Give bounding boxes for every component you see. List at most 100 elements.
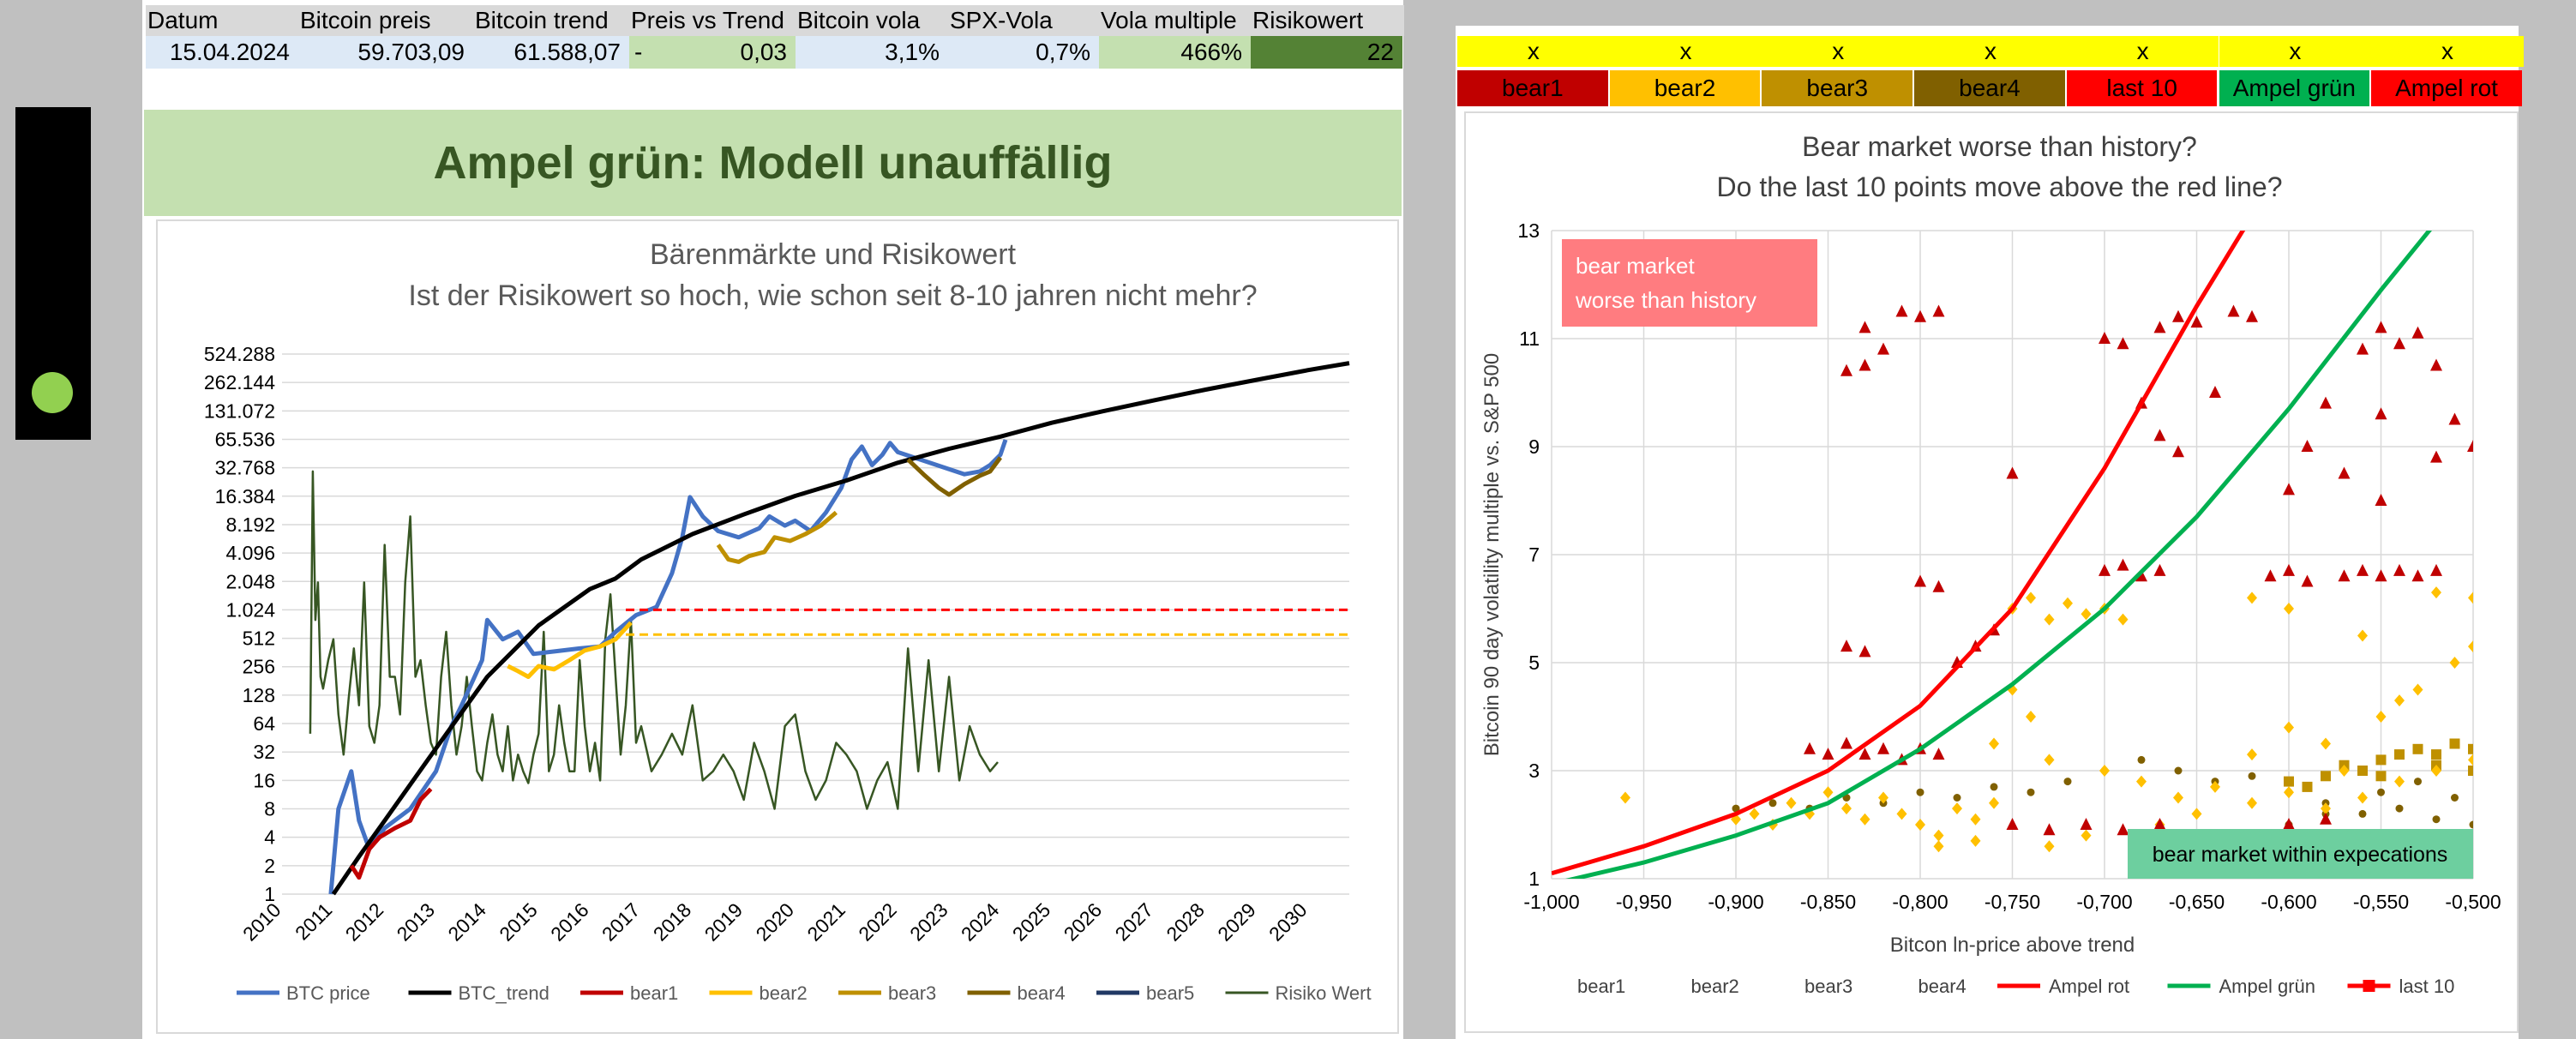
right-point-bear2	[2375, 711, 2387, 723]
header-col-2: Bitcoin trend	[473, 5, 631, 36]
right-point-bear1	[1877, 342, 1889, 355]
left-y-tick: 256	[243, 656, 275, 678]
right-x-tick: -0,900	[1708, 891, 1763, 913]
trend-dash: -	[634, 39, 643, 65]
left-x-tick: 2021	[802, 898, 850, 946]
left-x-tick: 2017	[597, 898, 645, 946]
header-value-1: 59.703,09	[298, 36, 473, 69]
right-point-bear3	[2321, 771, 2331, 782]
header-value-7: 22	[1251, 36, 1402, 69]
right-point-bear2	[2394, 694, 2405, 707]
right-point-bear2	[2412, 683, 2423, 696]
right-point-bear1	[2430, 450, 2442, 463]
left-x-tick: 2023	[905, 898, 952, 946]
selector-x-2[interactable]: x	[1762, 36, 1915, 67]
selector-x-4[interactable]: x	[2066, 36, 2219, 67]
right-point-bear3	[2468, 766, 2473, 776]
left-legend-label: bear2	[760, 982, 808, 1004]
left-chart-subtitle: Ist der Risikowert so hoch, wie schon se…	[408, 279, 1257, 312]
selector-category-2[interactable]: bear3	[1762, 70, 1913, 106]
right-point-bear1	[2375, 494, 2387, 506]
left-y-tick: 8	[264, 798, 275, 820]
left-x-tick: 2022	[854, 898, 901, 946]
left-y-tick: 2.048	[225, 570, 275, 592]
selector-x-6[interactable]: x	[2371, 36, 2524, 67]
right-line-ampel-gruen	[1564, 231, 2433, 879]
right-point-bear1	[2080, 818, 2093, 830]
header-col-4: Bitcoin vola	[796, 5, 950, 36]
right-point-bear4	[2469, 820, 2473, 829]
right-x-tick: -0,800	[1892, 891, 1948, 913]
right-point-bear2	[2044, 754, 2055, 766]
left-chart: Bärenmärkte und Risikowert Ist der Risiko…	[204, 238, 1372, 1004]
right-point-bear1	[2099, 332, 2111, 344]
left-y-tick: 1	[264, 883, 275, 905]
selector-category-6[interactable]: Ampel rot	[2371, 70, 2522, 106]
right-point-bear4	[1990, 783, 1998, 791]
right-point-bear2	[2339, 765, 2350, 777]
right-point-bear1	[1932, 304, 1945, 317]
right-point-bear1	[2117, 558, 2129, 571]
right-point-bear1	[2283, 483, 2295, 495]
right-legend-label: bear2	[1691, 976, 1739, 997]
right-y-label: Bitcoin 90 day volatility multiple vs. S…	[1480, 353, 1504, 756]
right-point-bear1	[1840, 363, 1852, 376]
right-point-bear1	[2301, 574, 2314, 587]
right-point-bear4	[1953, 794, 1961, 802]
right-point-bear1	[2411, 569, 2424, 582]
selector-category-5[interactable]: Ampel grün	[2219, 70, 2370, 106]
header-col-1: Bitcoin preis	[298, 5, 475, 36]
left-y-tick: 32.768	[215, 457, 275, 479]
selector-x-5[interactable]: x	[2219, 36, 2372, 67]
left-legend-label: bear5	[1146, 982, 1194, 1004]
right-point-bear1	[2357, 342, 2369, 355]
header-col-5: SPX-Vola	[948, 5, 1101, 36]
header-value-0: 15.04.2024	[146, 36, 298, 69]
right-legend-marker	[1554, 979, 1566, 991]
left-y-tick: 4	[264, 826, 275, 849]
right-point-bear2	[1896, 808, 1907, 820]
right-point-bear1	[2430, 358, 2442, 371]
selector-x-3[interactable]: x	[1914, 36, 2067, 67]
left-y-tick: 16	[253, 769, 275, 791]
right-point-bear2	[1878, 791, 1888, 804]
left-x-tick: 2028	[1162, 898, 1209, 946]
right-point-bear1	[2301, 440, 2314, 452]
right-point-bear2	[2284, 786, 2294, 799]
selector-x-1[interactable]: x	[1609, 36, 1762, 67]
right-point-bear2	[2284, 603, 2294, 615]
selector-x-0[interactable]: x	[1457, 36, 1610, 67]
traffic-light-indicator	[32, 372, 73, 413]
right-point-bear2	[1822, 786, 1834, 799]
header-col-6: Vola multiple	[1099, 5, 1252, 36]
left-x-tick: 2030	[1264, 898, 1312, 946]
right-point-bear2	[2026, 711, 2036, 723]
left-x-tick: 2027	[1111, 898, 1158, 946]
left-series-btc-trend	[331, 361, 1350, 896]
right-point-bear4	[2137, 755, 2146, 764]
right-point-bear3	[2284, 776, 2294, 787]
selector-category-3[interactable]: bear4	[1914, 70, 2065, 106]
right-point-bear2	[2247, 796, 2257, 809]
right-legend-label: bear1	[1577, 976, 1625, 997]
right-point-bear1	[2153, 321, 2166, 333]
right-point-bear1	[1822, 748, 1834, 760]
right-point-bear3	[2394, 749, 2405, 760]
annotation-worse-box	[1562, 239, 1817, 327]
selector-category-1[interactable]: bear2	[1609, 70, 1761, 106]
header-col-7: Risikowert	[1251, 5, 1404, 36]
left-y-tick: 262.144	[204, 371, 275, 393]
right-point-bear1	[2375, 569, 2387, 582]
right-x-tick: -0,550	[2353, 891, 2409, 913]
right-point-bear2	[2431, 765, 2441, 777]
right-point-bear4	[2248, 772, 2256, 780]
right-point-bear2	[2357, 629, 2368, 642]
right-point-bear1	[2117, 337, 2129, 350]
selector-category-0[interactable]: bear1	[1457, 70, 1608, 106]
left-x-tick: 2020	[752, 898, 799, 946]
right-point-bear1	[2006, 466, 2019, 479]
right-point-bear2	[2173, 791, 2183, 804]
right-point-bear2	[2468, 754, 2473, 766]
right-point-bear2	[1620, 791, 1630, 804]
selector-category-4[interactable]: last 10	[2066, 70, 2218, 106]
